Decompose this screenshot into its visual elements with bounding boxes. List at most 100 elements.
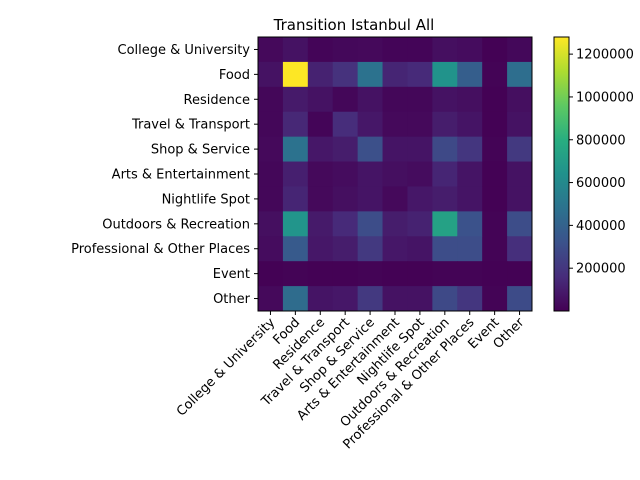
- heatmap-cell: [507, 37, 533, 63]
- heatmap-cell: [332, 136, 359, 163]
- heatmap-cell: [382, 37, 408, 63]
- y-tick-label: Travel & Transport: [131, 118, 250, 133]
- heatmap-cell: [382, 286, 408, 312]
- heatmap-cell: [357, 161, 384, 187]
- y-axis: College & University Food Residence Travel …: [71, 43, 258, 307]
- heatmap-cell: [357, 186, 384, 212]
- heatmap-cell: [357, 236, 384, 262]
- y-tick-label: Outdoors & Recreation: [102, 217, 250, 232]
- heatmap-cell: [507, 236, 533, 262]
- heatmap-cell: [457, 236, 483, 262]
- heatmap-cell: [432, 111, 458, 138]
- heatmap-cell: [357, 37, 384, 63]
- y-tick-label: Shop & Service: [151, 143, 250, 158]
- y-tick-label: Arts & Entertainment: [112, 168, 250, 183]
- heatmap-cell: [307, 261, 334, 287]
- heatmap-cell: [482, 136, 508, 163]
- heatmap-cell: [282, 86, 309, 113]
- heatmap-cell: [307, 37, 334, 63]
- heatmap-cell: [432, 37, 458, 63]
- heatmap-cell: [507, 161, 533, 187]
- heatmap-cell: [457, 186, 483, 212]
- heatmap-cell: [307, 136, 334, 163]
- heatmap-cell: [457, 61, 483, 88]
- y-tick-label: Event: [213, 267, 250, 282]
- heatmap-cell: [382, 236, 408, 262]
- heatmap-cell: [482, 61, 508, 88]
- heatmap-cell: [482, 186, 508, 212]
- heatmap-cell: [258, 61, 284, 88]
- heatmap-cell: [382, 61, 408, 88]
- heatmap-cell: [507, 211, 533, 237]
- heatmap-cell: [282, 111, 309, 138]
- heatmap-cell: [282, 261, 309, 287]
- colorbar-tick-label: 200000: [576, 262, 626, 277]
- heatmap-cell: [258, 236, 284, 262]
- heatmap-cell: [382, 211, 408, 237]
- heatmap-cells: [258, 37, 533, 312]
- heatmap-cell: [332, 37, 359, 63]
- heatmap-cell: [282, 161, 309, 187]
- colorbar-axis: 200000 400000 600000 800000 1000000 1200000: [569, 48, 634, 277]
- y-tick-label: Nightlife Spot: [162, 192, 250, 207]
- heatmap-cell: [282, 61, 309, 88]
- heatmap-cell: [507, 261, 533, 287]
- heatmap-cell: [258, 186, 284, 212]
- heatmap-cell: [357, 261, 384, 287]
- heatmap-cell: [332, 286, 359, 312]
- heatmap-cell: [382, 86, 408, 113]
- chart-title: Transition Istanbul All: [273, 16, 435, 34]
- heatmap-cell: [432, 286, 458, 312]
- heatmap-cell: [258, 261, 284, 287]
- heatmap-cell: [457, 111, 483, 138]
- heatmap-cell: [282, 211, 309, 237]
- heatmap-cell: [357, 61, 384, 88]
- colorbar-tick-label: 600000: [576, 176, 626, 191]
- heatmap-cell: [332, 61, 359, 88]
- heatmap-cell: [282, 186, 309, 212]
- heatmap-cell: [457, 211, 483, 237]
- heatmap-cell: [432, 61, 458, 88]
- heatmap-cell: [482, 236, 508, 262]
- heatmap-cell: [507, 111, 533, 138]
- heatmap-cell: [432, 236, 458, 262]
- heatmap-cell: [332, 86, 359, 113]
- heatmap-cell: [482, 161, 508, 187]
- heatmap-cell: [357, 86, 384, 113]
- heatmap-cell: [307, 211, 334, 237]
- heatmap-cell: [332, 161, 359, 187]
- heatmap-cell: [382, 136, 408, 163]
- heatmap-cell: [258, 111, 284, 138]
- heatmap-cell: [407, 286, 433, 312]
- heatmap-cell: [507, 86, 533, 113]
- heatmap-cell: [457, 37, 483, 63]
- heatmap-cell: [357, 286, 384, 312]
- heatmap-cell: [357, 136, 384, 163]
- heatmap-cell: [407, 161, 433, 187]
- x-axis: College & UniversityFoodResidenceTravel …: [174, 311, 528, 452]
- heatmap-cell: [258, 161, 284, 187]
- heatmap-cell: [507, 61, 533, 88]
- heatmap-cell: [282, 286, 309, 312]
- heatmap-cell: [482, 111, 508, 138]
- heatmap-cell: [258, 211, 284, 237]
- heatmap-cell: [382, 111, 408, 138]
- heatmap-cell: [282, 37, 309, 63]
- heatmap-cell: [332, 211, 359, 237]
- heatmap-cell: [332, 186, 359, 212]
- heatmap-cell: [382, 261, 408, 287]
- heatmap-cell: [332, 236, 359, 262]
- heatmap-cell: [282, 236, 309, 262]
- heatmap-cell: [357, 111, 384, 138]
- heatmap-cell: [307, 286, 334, 312]
- heatmap-cell: [432, 161, 458, 187]
- heatmap-cell: [507, 186, 533, 212]
- y-tick-label: College & University: [118, 43, 251, 58]
- heatmap-cell: [307, 111, 334, 138]
- heatmap-cell: [457, 136, 483, 163]
- heatmap-cell: [258, 286, 284, 312]
- heatmap-cell: [307, 161, 334, 187]
- heatmap-cell: [457, 261, 483, 287]
- heatmap-cell: [258, 37, 284, 63]
